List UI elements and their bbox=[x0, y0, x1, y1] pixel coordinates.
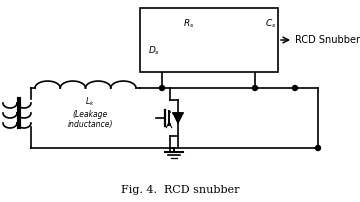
Text: Fig. 4.  RCD snubber: Fig. 4. RCD snubber bbox=[121, 185, 239, 195]
Circle shape bbox=[315, 145, 320, 150]
Circle shape bbox=[292, 85, 297, 90]
Text: $D_s$: $D_s$ bbox=[148, 45, 160, 57]
Polygon shape bbox=[173, 113, 183, 123]
Text: RCD Snubber: RCD Snubber bbox=[295, 35, 360, 45]
Text: $R_s$: $R_s$ bbox=[183, 18, 195, 31]
Polygon shape bbox=[174, 45, 208, 55]
Text: $L_k$
(Leakage
inductance): $L_k$ (Leakage inductance) bbox=[67, 96, 113, 129]
Text: $C_s$: $C_s$ bbox=[265, 18, 276, 31]
Bar bbox=[140, 8, 278, 72]
Circle shape bbox=[159, 85, 165, 90]
Circle shape bbox=[252, 85, 257, 90]
